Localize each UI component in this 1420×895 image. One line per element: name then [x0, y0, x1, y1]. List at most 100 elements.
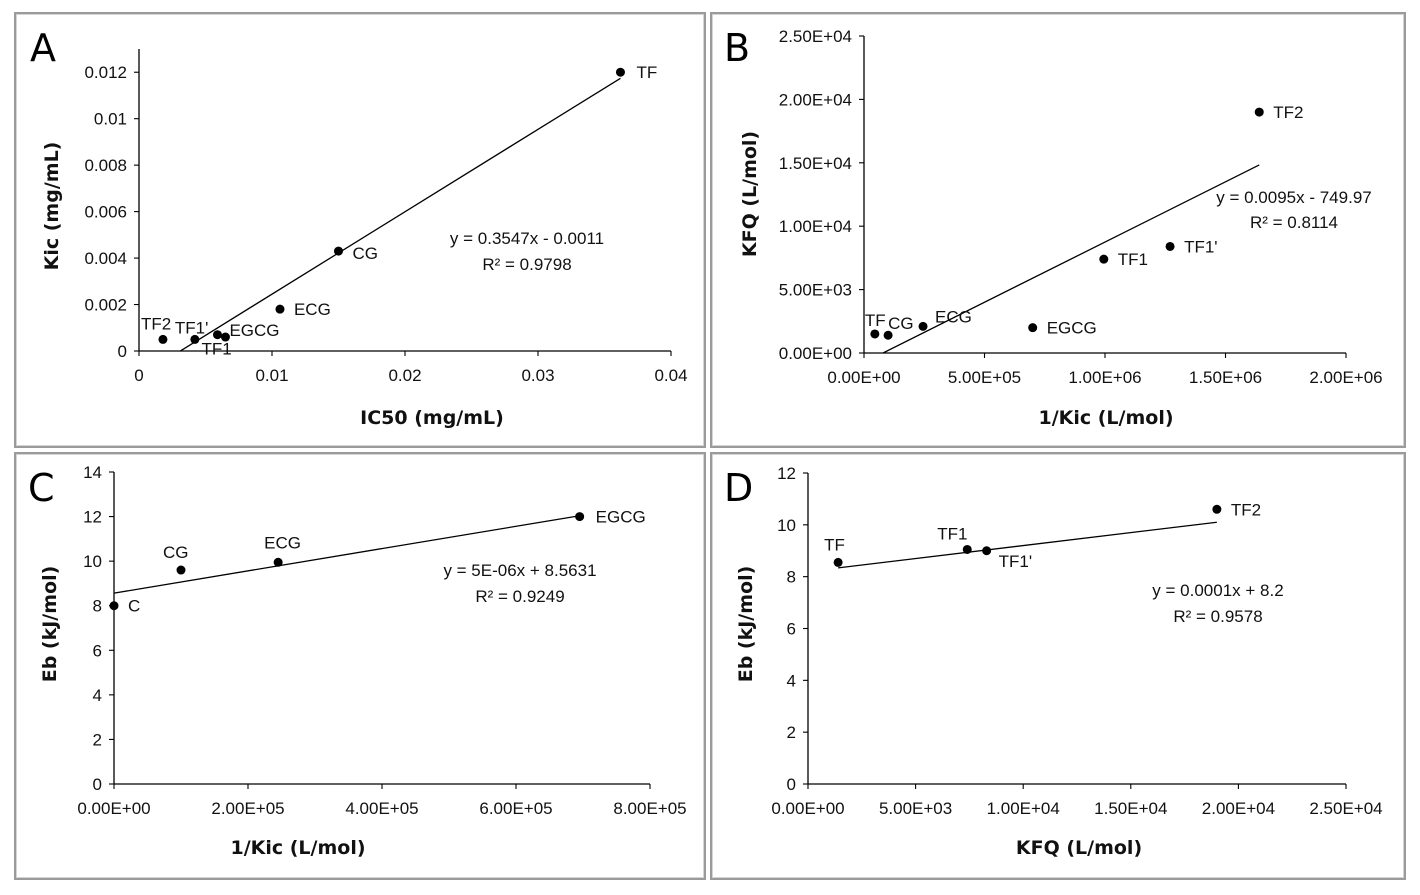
- panel-letter: C: [28, 466, 55, 510]
- point-label: TF1': [175, 318, 208, 337]
- point-label: TF: [824, 535, 845, 554]
- x-tick-label: 0.04: [654, 366, 687, 385]
- data-point: [982, 546, 992, 556]
- point-label: TF1: [1118, 250, 1148, 269]
- y-axis-title: KFQ (L/mol): [739, 131, 761, 257]
- x-tick-label: 5.00E+05: [948, 368, 1021, 387]
- data-point: [1099, 254, 1109, 264]
- x-tick-label: 2.00E+04: [1202, 799, 1275, 818]
- trendline: [179, 77, 621, 352]
- panel-b: B 0.00E+00 5.00E+05 1.00E+06 1.50E+06 2.00E+0…: [710, 12, 1406, 448]
- r-squared: R² = 0.9578: [1173, 607, 1262, 626]
- point-label: CG: [163, 543, 189, 562]
- y-tick-label: 5.00E+03: [779, 281, 852, 300]
- panel-a: A 0 0.01 0.02 0.03 0.04 0 0.002 0.004 0.006 0.008 0…: [14, 12, 706, 448]
- y-tick-label: 14: [83, 463, 102, 482]
- point-label: TF1: [937, 524, 967, 543]
- y-tick-label: 0.00E+00: [779, 344, 852, 363]
- trendline: [113, 515, 580, 594]
- y-tick-label: 0.004: [84, 249, 127, 268]
- data-point: [158, 334, 168, 344]
- x-axis-title: KFQ (L/mol): [1016, 837, 1142, 859]
- x-tick-label: 2.00E+06: [1309, 368, 1382, 387]
- data-point: [883, 330, 893, 340]
- chart-svg: A 0 0.01 0.02 0.03 0.04 0 0.002 0.004 0.006 0.008 0…: [30, 26, 688, 429]
- data-point: [870, 329, 880, 339]
- point-label: EGCG: [596, 508, 646, 527]
- chart-svg: B 0.00E+00 5.00E+05 1.00E+06 1.50E+06 2.00E+0…: [724, 26, 1383, 429]
- point-label: EGCG: [1047, 319, 1097, 338]
- data-point: [1212, 504, 1222, 514]
- y-tick-label: 0.006: [84, 203, 127, 222]
- x-tick-label: 0.01: [255, 366, 288, 385]
- y-tick-label: 0: [118, 342, 127, 361]
- x-tick-label: 0.00E+00: [77, 799, 150, 818]
- chart-svg: D 0.00E+00 5.00E+03 1.00E+04 1.50E+04 2.00E+0…: [724, 464, 1383, 859]
- y-tick-label: 10: [83, 552, 102, 571]
- x-axis-title: 1/Kic (L/mol): [1038, 407, 1173, 429]
- x-tick-label: 2.50E+04: [1309, 799, 1382, 818]
- x-tick-label: 1.50E+06: [1189, 368, 1262, 387]
- x-tick-label: 4.00E+05: [345, 799, 418, 818]
- trendline-equation: y = 5E-06x + 8.5631: [443, 561, 596, 580]
- x-tick-label: 0.00E+00: [827, 368, 900, 387]
- point-label: TF: [636, 63, 657, 82]
- trendline-equation: y = 0.0001x + 8.2: [1152, 581, 1283, 600]
- y-tick-label: 10: [777, 516, 796, 535]
- y-tick-label: 12: [83, 508, 102, 527]
- chart-svg: C 0.00E+00 2.00E+05 4.00E+05 6.00E+05 8.00E+0…: [28, 463, 687, 859]
- y-tick-label: 0.01: [94, 110, 127, 129]
- y-tick-label: 2.50E+04: [779, 27, 852, 46]
- trendline-equation: y = 0.3547x - 0.0011: [450, 229, 604, 248]
- panel-letter: D: [724, 466, 753, 510]
- trendline-equation: y = 0.0095x - 749.97: [1216, 188, 1371, 207]
- point-label: ECG: [294, 300, 331, 319]
- r-squared: R² = 0.8114: [1250, 213, 1338, 232]
- y-tick-label: 8: [787, 568, 796, 587]
- point-label: TF2: [1273, 103, 1303, 122]
- panel-d: D 0.00E+00 5.00E+03 1.00E+04 1.50E+04 2.00E+0…: [710, 452, 1406, 880]
- point-label: CG: [888, 314, 914, 333]
- data-point: [109, 601, 119, 611]
- data-point: [190, 334, 200, 344]
- y-tick-label: 4: [93, 686, 102, 705]
- y-tick-label: 0.012: [84, 63, 127, 82]
- y-tick-label: 4: [787, 671, 796, 690]
- y-tick-label: 0: [93, 775, 102, 794]
- y-tick-label: 2.00E+04: [779, 90, 852, 109]
- y-tick-label: 2: [787, 723, 796, 742]
- point-label: TF1: [201, 340, 231, 359]
- y-tick-label: 1.50E+04: [779, 154, 852, 173]
- data-point: [275, 304, 285, 314]
- data-point: [918, 321, 928, 331]
- y-tick-label: 6: [787, 620, 796, 639]
- x-axis-title: 1/Kic (L/mol): [230, 837, 365, 859]
- x-tick-label: 0.03: [521, 366, 554, 385]
- x-tick-label: 0.02: [388, 366, 421, 385]
- data-point: [1165, 241, 1175, 251]
- data-point: [962, 544, 972, 554]
- r-squared: R² = 0.9249: [475, 587, 564, 606]
- point-label: CG: [353, 244, 379, 263]
- y-tick-label: 0: [787, 775, 796, 794]
- data-point: [176, 565, 186, 575]
- point-label: ECG: [264, 533, 301, 552]
- y-tick-label: 1.00E+04: [779, 217, 852, 236]
- y-tick-label: 0.002: [84, 296, 127, 315]
- point-label: TF: [865, 311, 886, 330]
- y-tick-label: 12: [777, 464, 796, 483]
- x-tick-label: 1.00E+06: [1068, 368, 1141, 387]
- trendline: [882, 164, 1260, 354]
- point-label: TF1': [1184, 237, 1217, 256]
- panel-c: C 0.00E+00 2.00E+05 4.00E+05 6.00E+05 8.00E+0…: [14, 452, 706, 880]
- point-label: TF2: [1231, 500, 1261, 519]
- x-tick-label: 2.00E+05: [211, 799, 284, 818]
- data-point: [1028, 323, 1038, 333]
- x-axis-title: IC50 (mg/mL): [360, 407, 504, 429]
- data-point: [575, 512, 585, 522]
- data-point: [220, 332, 230, 342]
- x-tick-label: 1.00E+04: [987, 799, 1060, 818]
- data-point: [1254, 107, 1264, 117]
- y-tick-label: 6: [93, 641, 102, 660]
- data-point: [334, 246, 343, 256]
